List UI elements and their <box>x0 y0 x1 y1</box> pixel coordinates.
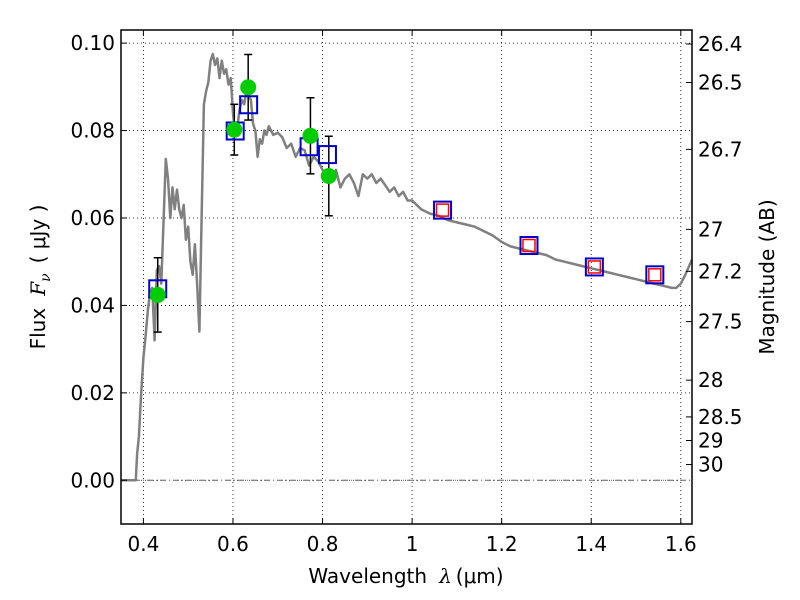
y2-tick-label: 26.4 <box>698 32 743 56</box>
x-axis-label-prefix: Wavelength <box>308 564 427 588</box>
synthetic-point <box>239 95 259 115</box>
y-axis-label-prefix: Flux <box>26 308 50 350</box>
synthetic-point-inner <box>587 260 602 274</box>
observed-point <box>226 121 243 138</box>
plot-frame <box>120 29 693 525</box>
x-tick-label: 0.4 <box>127 532 159 556</box>
y2-tick-label: 27 <box>698 217 723 241</box>
x-tick-label: 1 <box>406 532 419 556</box>
x-axis-label-symbol: λ <box>438 564 452 588</box>
y2-tick-label: 27.5 <box>698 310 743 334</box>
synthetic-point-inner <box>435 203 450 217</box>
observed-point <box>149 286 166 303</box>
y2-tick-label: 27.2 <box>698 259 743 283</box>
synthetic-point <box>519 236 539 256</box>
y2-tick-label: 28 <box>698 368 723 392</box>
x-tick-label: 0.8 <box>307 532 339 556</box>
y-axis-label: Flux Fν ( μJy ) <box>26 205 54 350</box>
y-tick-label: 0.00 <box>70 468 115 492</box>
y2-axis-label: Magnitude (AB) <box>755 199 779 354</box>
observed-point <box>302 127 319 144</box>
y2-tick-label: 30 <box>698 453 723 477</box>
x-tick-label: 1.4 <box>575 532 607 556</box>
synthetic-point-inner <box>648 268 662 282</box>
x-axis-label: Wavelength λ (μm) <box>308 564 503 588</box>
synthetic-point <box>433 200 453 220</box>
y-axis-label-unit: ( μJy ) <box>26 205 50 264</box>
y-axis-label-symbol: F <box>26 281 50 297</box>
plot-area <box>121 30 692 524</box>
x-tick-label: 1.2 <box>486 532 518 556</box>
y2-tick-label: 26.7 <box>698 137 743 161</box>
synthetic-point <box>584 257 604 277</box>
x-axis-label-unit: (μm) <box>456 564 504 588</box>
model-sed-group <box>121 52 694 482</box>
y2-tick-label: 28.5 <box>698 405 743 429</box>
x-tick-label: 0.6 <box>217 532 249 556</box>
y-tick-label: 0.04 <box>70 293 115 317</box>
y2-tick-label: 29 <box>698 429 723 453</box>
y2-tick-label: 26.5 <box>698 70 743 94</box>
x-axis-ticks: 0.4 0.6 0.8 1 1.2 1.4 1.6 <box>127 30 697 556</box>
y-tick-label: 0.08 <box>70 119 115 143</box>
model-sed-line <box>121 52 694 482</box>
y-tick-label: 0.02 <box>70 381 115 405</box>
synthetic-point <box>317 145 337 165</box>
observed-point <box>240 79 257 96</box>
synthetic-point-inner <box>522 238 536 253</box>
observed-point <box>320 168 337 185</box>
y-tick-label: 0.10 <box>70 31 115 55</box>
x-tick-label: 1.6 <box>665 532 697 556</box>
observed-photometry-group <box>149 79 337 303</box>
synthetic-point <box>645 265 665 285</box>
y-tick-label: 0.06 <box>70 206 115 230</box>
y-axis-ticks: 0.00 0.02 0.04 0.06 0.08 0.10 <box>70 31 127 492</box>
y-axis-label-subscript: ν <box>38 273 54 282</box>
